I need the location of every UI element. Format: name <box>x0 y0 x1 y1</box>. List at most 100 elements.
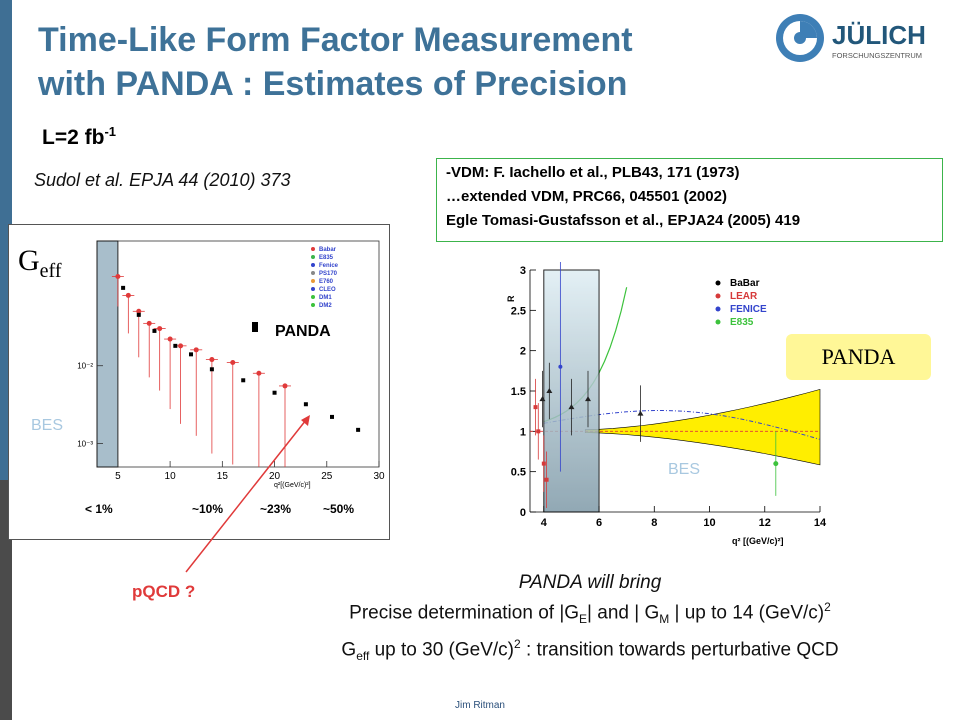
luminosity-exponent: -1 <box>104 124 116 139</box>
title-line-1: Time-Like Form Factor Measurement <box>38 21 633 59</box>
ratio-legend: BaBar LEAR FENICE E835 <box>715 278 767 328</box>
summary-text: PANDA will bring Precise determination o… <box>260 570 920 669</box>
geff-xtick-label: 20 <box>269 471 281 482</box>
geff-panda-point <box>356 427 361 432</box>
geff-legend-label: E835 <box>319 255 334 261</box>
logo-subtitle: FORSCHUNGSZENTRUM <box>832 51 922 60</box>
ratio-xlabel: q² [(GeV/c)²] <box>732 536 784 546</box>
geff-babar-point <box>256 370 262 376</box>
summary-sup-1: 2 <box>824 600 831 614</box>
luminosity-text: L=2 fb <box>42 126 105 149</box>
ratio-ylabel: R <box>506 295 516 302</box>
ratio-data-points <box>533 262 779 508</box>
ratio-xtick-label: 6 <box>596 517 602 529</box>
ratio-babar-point <box>585 396 591 402</box>
geff-legend: Babar E835 Fenice PS170 E760 CLEO DM1 DM2 <box>311 247 339 309</box>
geff-ytick-label: 10⁻² <box>77 362 93 371</box>
geff-ytick-label: 10⁻³ <box>77 440 93 449</box>
geff-panda-series <box>121 285 361 432</box>
ratio-ytick-label: 0 <box>520 507 526 519</box>
geff-babar-point <box>193 347 199 353</box>
geff-legend-label: Babar <box>319 247 337 253</box>
summary-line-2: Precise determination of |GE| and | GM |… <box>260 595 920 632</box>
geff-panda-point <box>189 352 193 357</box>
ratio-plot: R 4 6 8 10 12 14 0 0.5 1 1.5 2 2.5 3 BaBar LEAR FENICE… <box>506 262 827 546</box>
geff-label-sub: eff <box>39 260 62 282</box>
ratio-panda-band <box>584 388 821 466</box>
ratio-legend-label: E835 <box>730 317 754 328</box>
geff-panda-point <box>136 312 141 317</box>
geff-babar-point <box>157 326 163 332</box>
geff-panda-point <box>173 343 178 348</box>
ratio-babar-point <box>637 410 644 416</box>
pqcd-label: pQCD ? <box>132 582 196 601</box>
geff-xlabel: q²[(GeV/c)²] <box>274 482 311 489</box>
geff-legend-label: DM1 <box>319 295 332 301</box>
reference-line-3: Egle Tomasi-Gustafsson et al., EPJA24 (2… <box>446 212 801 229</box>
logo-name: JÜLICH <box>832 20 926 50</box>
ratio-xtick-label: 8 <box>651 517 657 529</box>
geff-legend-label: PS170 <box>319 271 338 277</box>
summary-sup-2: 2 <box>514 637 521 652</box>
geff-xtick-label: 30 <box>373 471 385 482</box>
geff-ticks: 5 10 15 20 25 30 10⁻² 10⁻³ <box>77 362 385 482</box>
reference-line-2: …extended VDM, PRC66, 045501 (2002) <box>446 188 727 205</box>
summary-sub-e: E <box>579 612 588 627</box>
ratio-lear-point <box>536 429 541 434</box>
summary-sub-m: M <box>659 612 670 627</box>
geff-legend-label: CLEO <box>319 287 336 293</box>
ratio-legend-label: FENICE <box>730 304 767 315</box>
geff-plot-frame <box>96 240 380 468</box>
ratio-ytick-label: 1.5 <box>511 386 526 398</box>
geff-babar-series <box>111 273 291 467</box>
ratio-lear-point <box>533 405 538 410</box>
slide-title: Time-Like Form Factor Measurement with P… <box>38 18 738 106</box>
geff-bes-label: BES <box>31 417 63 434</box>
summary-line-3b: up to 30 (GeV/c) <box>369 639 515 661</box>
summary-line-3c: : transition towards perturbative QCD <box>520 639 839 661</box>
geff-babar-point <box>209 357 215 363</box>
geff-babar-point <box>230 359 236 365</box>
geff-panda-point <box>330 414 334 419</box>
reference-box: -VDM: F. Iachello et al., PLB43, 171 (19… <box>436 158 943 242</box>
geff-babar-point <box>178 343 184 349</box>
geff-panda-legend-label: PANDA <box>275 323 331 340</box>
summary-sub-eff: eff <box>356 649 370 664</box>
precision-label-2: ~10% <box>192 502 224 516</box>
pqcd-arrow-line <box>185 419 307 573</box>
summary-line-2c: | up to 14 (GeV/c) <box>669 602 825 624</box>
ratio-xtick-label: 12 <box>759 517 771 529</box>
precision-label-3: ~23% <box>260 502 292 516</box>
geff-legend-label: E760 <box>319 279 334 285</box>
geff-babar-point <box>125 292 131 298</box>
geff-legend-label: DM2 <box>319 303 332 309</box>
geff-babar-point <box>136 308 142 314</box>
geff-panda-legend-marker <box>252 322 258 332</box>
ratio-lear-point <box>541 461 546 466</box>
ratio-ytick-label: 2.5 <box>511 305 526 317</box>
ratio-e835-point <box>773 461 779 467</box>
geff-panda-point <box>121 285 126 290</box>
ratio-ytick-label: 1 <box>520 426 526 438</box>
ratio-babar-point <box>568 404 575 410</box>
footer-author: Jim Ritman <box>454 700 505 711</box>
summary-line-2b: | and | G <box>587 602 660 624</box>
ratio-babar-point <box>546 388 553 393</box>
summary-line-3a: G <box>341 639 357 661</box>
geff-panda-point <box>209 367 214 372</box>
ratio-legend-marker <box>715 293 721 299</box>
ratio-ticks: 4 6 8 10 12 14 0 0.5 1 1.5 2 2.5 3 <box>511 265 827 529</box>
ratio-legend-label: LEAR <box>730 291 758 302</box>
geff-plot-svg: 5 10 15 20 25 30 10⁻² 10⁻³ BES PANDA Babar E835 F… <box>31 240 385 489</box>
geff-legend-marker <box>311 255 315 259</box>
geff-panda-point <box>303 402 308 407</box>
ratio-xtick-label: 14 <box>814 517 827 529</box>
ratio-ytick-label: 3 <box>520 265 526 277</box>
ratio-legend-marker <box>715 306 721 312</box>
ratio-legend-label: BaBar <box>730 278 760 289</box>
ratio-fenice-point <box>558 364 563 369</box>
geff-babar-point <box>115 273 121 279</box>
summary-line-2a: Precise determination of |G <box>349 602 580 624</box>
geff-panda-point <box>241 378 246 383</box>
ratio-legend-marker <box>715 319 721 325</box>
